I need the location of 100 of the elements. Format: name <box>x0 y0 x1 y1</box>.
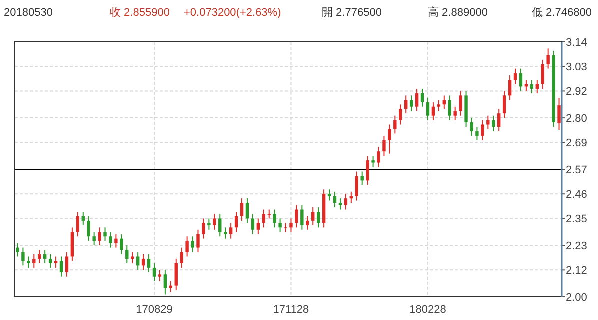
candlestick <box>437 100 441 112</box>
text: 開 2.776500 <box>322 7 382 19</box>
y-tick-label: 2.80 <box>566 113 588 126</box>
candlestick <box>432 102 436 121</box>
candlestick <box>43 250 47 264</box>
candlestick <box>399 104 402 126</box>
candlestick <box>158 270 162 282</box>
candlestick <box>415 88 419 112</box>
candlestick <box>530 80 534 94</box>
candlestick <box>404 95 408 114</box>
y-tick-label: 3.14 <box>566 37 588 49</box>
candlestick <box>497 108 501 132</box>
candlestick <box>278 218 282 233</box>
candlestick <box>448 95 452 121</box>
candlestick <box>60 256 64 278</box>
candlestick <box>426 97 430 121</box>
candlestick <box>22 247 25 266</box>
candlestick <box>536 80 539 94</box>
candlestick <box>273 209 276 228</box>
candlestick <box>131 252 134 264</box>
candlestick <box>442 95 446 110</box>
candlestick <box>459 90 462 116</box>
y-tick-label: 2.35 <box>566 214 588 226</box>
candlestick <box>312 207 315 226</box>
candlestick <box>76 212 80 238</box>
candlestick <box>152 262 156 282</box>
candlestick <box>546 48 550 70</box>
candlestick <box>218 214 222 238</box>
candlestick <box>394 115 397 134</box>
candlestick <box>208 218 211 230</box>
x-tick-label: 170829 <box>136 304 173 316</box>
candlestick <box>290 218 293 233</box>
y-tick-label: 2.23 <box>566 240 588 253</box>
chart-title: 20180530 <box>4 7 53 19</box>
candlestick <box>32 254 36 268</box>
candlestick <box>234 212 238 233</box>
candlestick <box>344 194 348 210</box>
candlestick <box>470 118 474 136</box>
candlestick <box>454 106 457 121</box>
candlestick <box>164 270 168 296</box>
candlestick <box>502 90 506 119</box>
candlestick <box>508 75 512 101</box>
candlestick <box>372 156 375 168</box>
candlestick <box>120 234 124 255</box>
x-tick-label: 180228 <box>410 304 446 316</box>
candlestick <box>38 250 42 264</box>
candlestick <box>476 126 479 141</box>
candlestick <box>126 245 129 264</box>
candlestick <box>333 191 337 208</box>
candlestick <box>174 258 178 291</box>
candlestick <box>109 232 112 248</box>
candlestick <box>186 236 189 258</box>
candlestick <box>224 227 228 240</box>
candlestick <box>316 207 320 228</box>
text: +0.073200(+2.63%) <box>184 7 282 19</box>
candlestick <box>229 222 233 240</box>
candlestick <box>355 171 358 202</box>
candlestick <box>382 135 386 157</box>
candlestick <box>87 216 90 242</box>
candlestick <box>16 242 20 258</box>
y-tick-label: 2.92 <box>566 86 588 98</box>
text: 高 2.889000 <box>428 6 488 19</box>
candlestick <box>410 95 414 112</box>
y-tick-label: 3.03 <box>566 62 588 74</box>
y-tick-label: 2.12 <box>566 265 588 278</box>
candlestick <box>420 88 424 108</box>
candlestick <box>519 68 523 92</box>
y-tick-label: 2.46 <box>566 189 588 202</box>
candlestick <box>48 254 52 268</box>
candlestick <box>558 98 561 130</box>
candlestick <box>338 198 342 210</box>
candlestick <box>98 227 102 246</box>
candlestick <box>104 227 107 242</box>
candlestick <box>142 254 146 271</box>
y-tick-label: 2.00 <box>566 292 588 304</box>
candlestick <box>65 252 69 278</box>
x-tick-label: 171128 <box>273 304 310 316</box>
candlestick <box>240 198 244 222</box>
y-tick-label: 2.69 <box>566 138 588 150</box>
candlestick <box>366 156 370 186</box>
text: 收 2.855900 <box>110 7 170 19</box>
candlestick <box>196 229 200 253</box>
candlestick <box>492 115 496 132</box>
candlestick <box>54 256 58 268</box>
candlestick <box>114 234 118 248</box>
y-tick-label: 2.57 <box>566 164 588 176</box>
candlestick <box>256 218 260 235</box>
candlestick <box>180 247 184 268</box>
candlestick <box>486 115 490 130</box>
candlestick <box>27 256 30 268</box>
candlestick <box>360 171 364 186</box>
candlestick <box>377 146 380 168</box>
text: 低 2.746800 <box>532 7 592 19</box>
candlestick <box>92 232 96 246</box>
candlestick <box>295 204 298 228</box>
candlestick <box>388 124 392 154</box>
candlestick <box>328 189 332 202</box>
candlestick <box>251 214 255 235</box>
candlestick <box>246 198 250 224</box>
candlestick <box>136 252 140 271</box>
